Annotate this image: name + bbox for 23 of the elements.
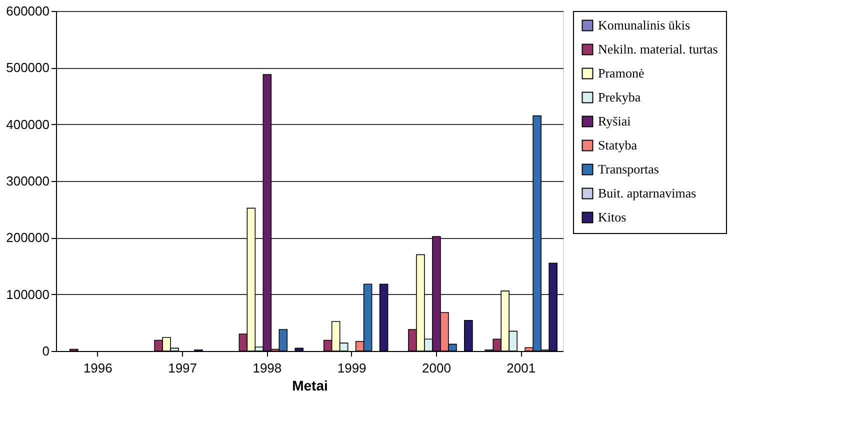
x-tick-label: 1997 <box>168 360 197 376</box>
x-tick-label: 2000 <box>422 360 451 376</box>
x-tick-label: 1999 <box>337 360 366 376</box>
x-tick-label: 1998 <box>252 360 282 376</box>
y-tick-label: 500000 <box>6 60 50 76</box>
y-tick-label: 300000 <box>6 174 50 188</box>
legend-label: Statyba <box>598 138 638 152</box>
legend-label: Pramonė <box>598 66 644 80</box>
y-tick-label: 100000 <box>6 286 50 302</box>
y-tick-label: 0 <box>42 344 50 358</box>
legend-label: Ryšiai <box>598 114 632 128</box>
legend-label: Kitos <box>598 210 626 224</box>
y-tick-label: 400000 <box>6 116 50 132</box>
x-tick-label: 2001 <box>506 360 536 376</box>
legend-label: Komunalinis ūkis <box>598 18 690 32</box>
legend-label: Transportas <box>598 162 659 176</box>
y-tick-label: 200000 <box>6 230 50 246</box>
legend-label: Prekyba <box>598 90 641 104</box>
y-tick-label: 600000 <box>6 4 50 18</box>
legend-label: Nekiln. material. turtas <box>598 42 718 56</box>
x-tick-label: 1996 <box>83 360 112 376</box>
legend-label: Buit. aptarnavimas <box>598 186 696 200</box>
x-axis-title: Metai <box>292 378 328 394</box>
